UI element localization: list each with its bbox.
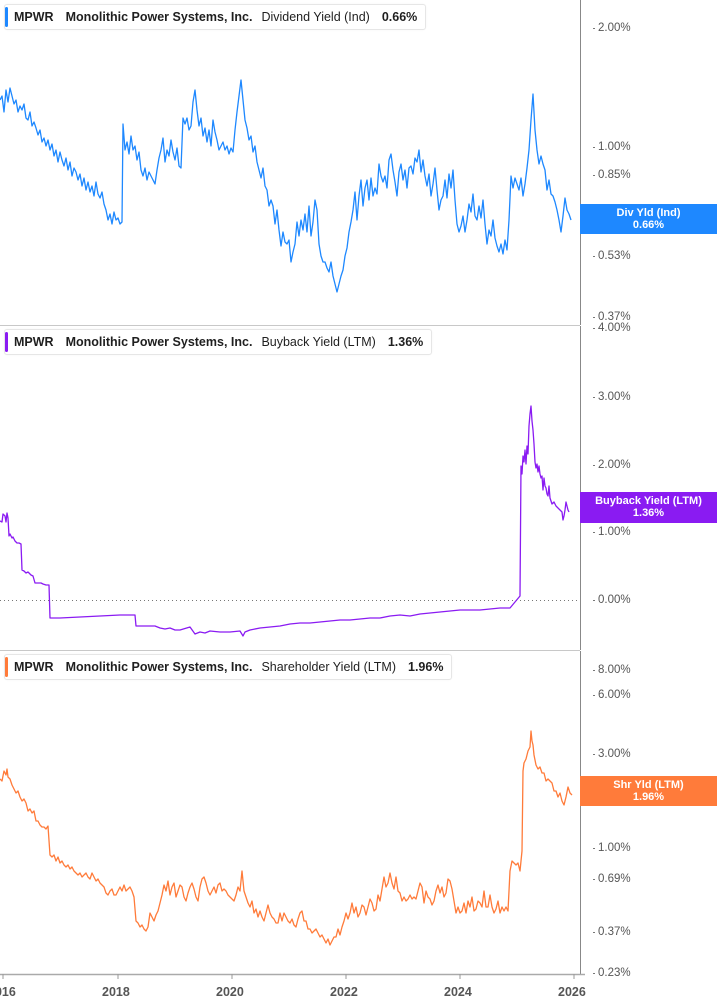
legend-company: Monolithic Power Systems, Inc. xyxy=(65,660,253,674)
y-tick: 0.69% xyxy=(593,873,631,885)
legend-metric: Dividend Yield (Ind) xyxy=(261,10,370,24)
y-tick: 0.23% xyxy=(593,967,631,979)
legend-company: Monolithic Power Systems, Inc. xyxy=(65,335,253,349)
buyback-yield-panel: MPWR Monolithic Power Systems, Inc. Buyb… xyxy=(0,322,717,650)
y-tick: 6.00% xyxy=(593,689,631,701)
legend-color-bar xyxy=(5,7,8,27)
dividend-yield-line xyxy=(0,79,572,293)
y-tick: 0.53% xyxy=(593,250,631,262)
x-tick-2018: 2018 xyxy=(102,985,130,999)
y-tick: 3.00% xyxy=(593,391,631,403)
buyback-yield-plot[interactable] xyxy=(0,326,717,650)
shareholder-yield-line xyxy=(0,730,573,946)
y-tick: 8.00% xyxy=(593,664,631,676)
dividend-yield-panel: MPWR Monolithic Power Systems, Inc. Divi… xyxy=(0,0,717,325)
dividend-yield-legend: MPWR Monolithic Power Systems, Inc. Divi… xyxy=(4,4,427,30)
badge-label: Shr Yld (LTM) xyxy=(613,779,684,791)
y-tick: 1.00% xyxy=(593,141,631,153)
legend-value: 0.66% xyxy=(381,10,418,24)
panel-divider[interactable] xyxy=(0,650,580,651)
buyback-yield-legend: MPWR Monolithic Power Systems, Inc. Buyb… xyxy=(4,329,433,355)
shareholder-yield-legend: MPWR Monolithic Power Systems, Inc. Shar… xyxy=(4,654,453,680)
buyback-yield-value-badge: Buyback Yield (LTM) 1.36% xyxy=(580,492,717,523)
y-tick: 1.00% xyxy=(593,526,631,538)
legend-metric: Buyback Yield (LTM) xyxy=(261,335,376,349)
legend-ticker: MPWR xyxy=(14,10,54,24)
y-tick: 2.00% xyxy=(593,459,631,471)
y-tick: 1.00% xyxy=(593,842,631,854)
y-tick: 0.85% xyxy=(593,169,631,181)
shareholder-yield-value-badge: Shr Yld (LTM) 1.96% xyxy=(580,776,717,806)
legend-ticker: MPWR xyxy=(14,660,54,674)
y-tick: 0.00% xyxy=(593,594,631,606)
dividend-yield-plot[interactable] xyxy=(0,0,717,325)
legend-company: Monolithic Power Systems, Inc. xyxy=(65,10,253,24)
shareholder-yield-plot[interactable] xyxy=(0,651,717,1005)
y-tick: 2.00% xyxy=(593,22,631,34)
legend-metric: Shareholder Yield (LTM) xyxy=(261,660,396,674)
legend-color-bar xyxy=(5,332,8,352)
badge-label: Div Yld (Ind) xyxy=(616,207,681,219)
y-tick: 3.00% xyxy=(593,748,631,760)
badge-value: 1.36% xyxy=(632,507,665,519)
buyback-yield-line xyxy=(0,405,570,637)
shareholder-yield-panel: MPWR Monolithic Power Systems, Inc. Shar… xyxy=(0,651,717,1005)
x-tick-2016: 2016 xyxy=(0,985,16,999)
legend-value: 1.36% xyxy=(387,335,424,349)
badge-value: 1.96% xyxy=(632,791,665,803)
legend-color-bar xyxy=(5,657,8,677)
badge-label: Buyback Yield (LTM) xyxy=(595,495,702,507)
dividend-yield-value-badge: Div Yld (Ind) 0.66% xyxy=(580,204,717,234)
y-tick: 4.00% xyxy=(593,322,631,334)
y-tick: 0.37% xyxy=(593,926,631,938)
legend-ticker: MPWR xyxy=(14,335,54,349)
x-tick-2020: 2020 xyxy=(216,985,244,999)
x-tick-2022: 2022 xyxy=(330,985,358,999)
x-tick-2026: 2026 xyxy=(558,985,586,999)
x-tick-2024: 2024 xyxy=(444,985,472,999)
panel-divider[interactable] xyxy=(0,325,580,326)
badge-value: 0.66% xyxy=(632,219,665,231)
y-tick: 0.37% xyxy=(593,311,631,323)
legend-value: 1.96% xyxy=(408,660,444,674)
